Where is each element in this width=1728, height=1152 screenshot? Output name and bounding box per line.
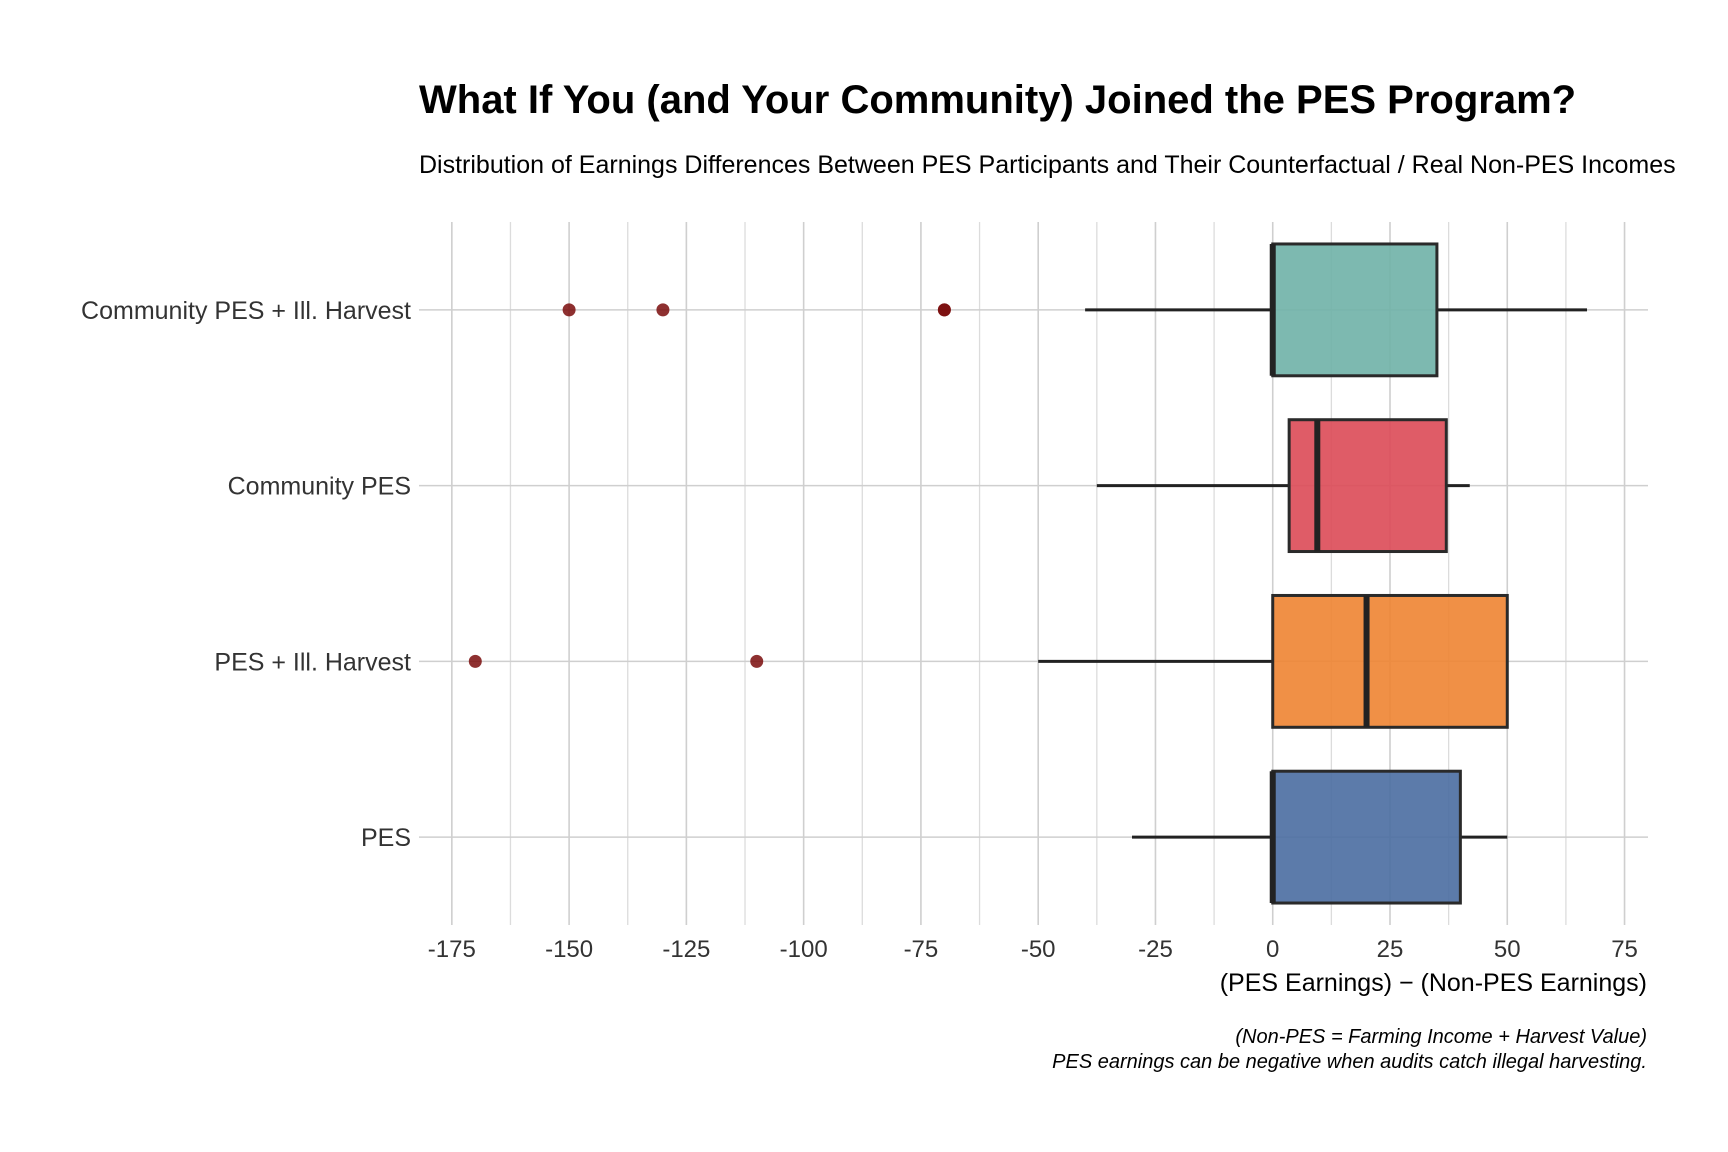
box-4 — [1132, 769, 1508, 905]
x-axis-title: (PES Earnings) − (Non-PES Earnings) — [1220, 969, 1647, 997]
x-tick-label: 0 — [1266, 936, 1279, 963]
x-tick-label: -150 — [545, 936, 593, 963]
boxes — [1038, 242, 1588, 905]
caption-line-2: PES earnings can be negative when audits… — [1052, 1051, 1647, 1073]
x-axis-labels: -175 -150 -125 -100 -75 -50 -25 0 25 50 75 — [428, 936, 1638, 963]
x-tick-label: -25 — [1138, 936, 1173, 963]
chart-title: What If You (and Your Community) Joined … — [419, 78, 1576, 122]
iqr-box — [1271, 769, 1462, 905]
outlier-point — [937, 303, 951, 317]
chart-subtitle: Distribution of Earnings Differences Bet… — [419, 151, 1676, 179]
iqr-box — [1271, 593, 1509, 729]
iqr-box — [1271, 242, 1439, 378]
x-tick-label: 25 — [1377, 936, 1404, 963]
x-tick-label: 50 — [1494, 936, 1521, 963]
x-tick-label: -50 — [1021, 936, 1056, 963]
outlier-point — [750, 654, 764, 668]
iqr-box — [1287, 418, 1448, 554]
x-tick-label: -125 — [662, 936, 710, 963]
box-3 — [1038, 593, 1509, 729]
y-tick-label: PES — [361, 824, 411, 852]
box-1 — [1085, 242, 1588, 378]
outlier-point — [656, 303, 670, 317]
outlier-point — [468, 654, 482, 668]
x-tick-label: -175 — [428, 936, 476, 963]
caption-line-1: (Non-PES = Farming Income + Harvest Valu… — [1235, 1026, 1647, 1048]
box-2 — [1096, 418, 1470, 554]
x-tick-label: 75 — [1611, 936, 1638, 963]
y-axis-labels: Community PES + Ill. Harvest Community PE… — [81, 297, 411, 852]
y-tick-label: Community PES + Ill. Harvest — [81, 297, 411, 325]
x-tick-label: -100 — [780, 936, 828, 963]
y-tick-label: Community PES — [228, 473, 411, 501]
outliers — [468, 303, 951, 668]
x-tick-label: -75 — [904, 936, 939, 963]
y-tick-label: PES + Ill. Harvest — [214, 648, 411, 676]
grid — [419, 222, 1648, 925]
outlier-point — [562, 303, 576, 317]
